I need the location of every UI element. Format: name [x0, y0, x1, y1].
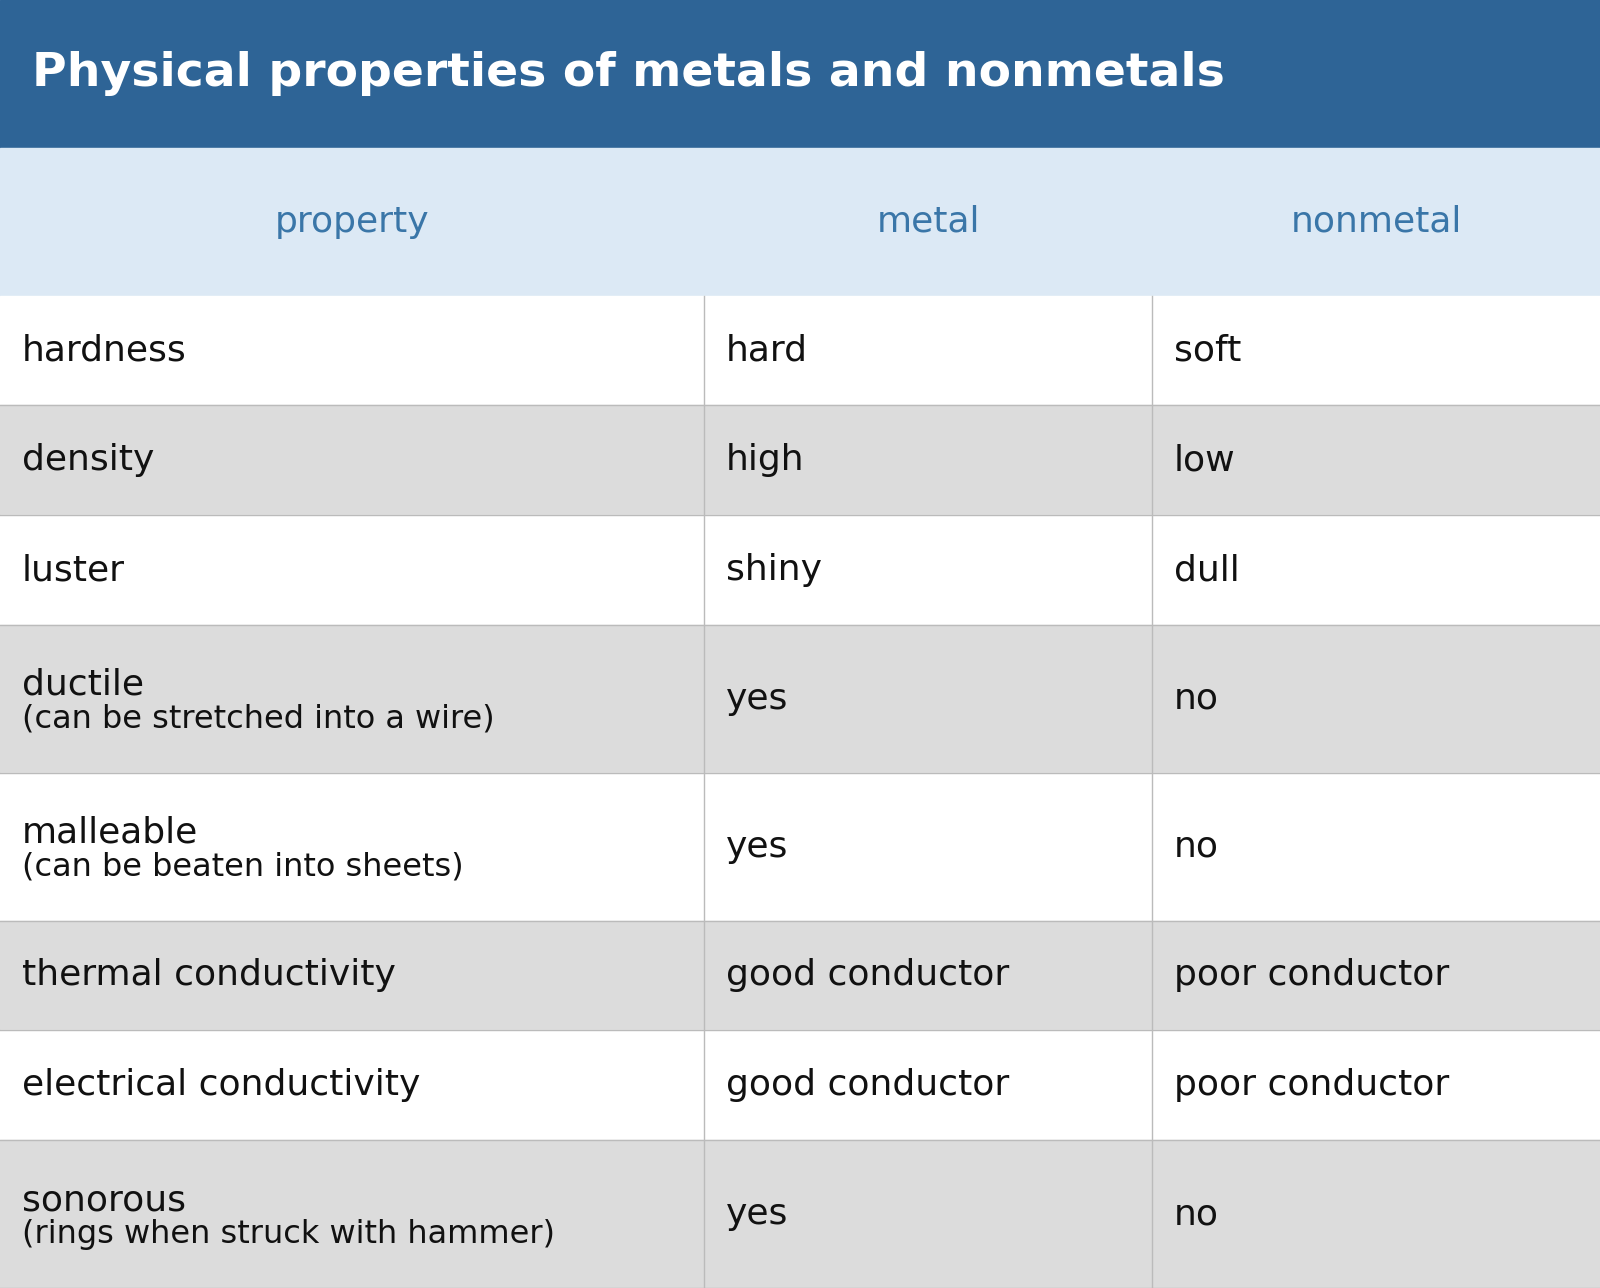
- Text: electrical conductivity: electrical conductivity: [22, 1068, 421, 1103]
- Text: yes: yes: [726, 829, 789, 864]
- Text: good conductor: good conductor: [726, 1068, 1010, 1103]
- Text: soft: soft: [1174, 334, 1242, 367]
- Text: high: high: [726, 443, 805, 478]
- Text: density: density: [22, 443, 154, 478]
- Text: (can be stretched into a wire): (can be stretched into a wire): [22, 703, 494, 734]
- Text: malleable: malleable: [22, 815, 198, 850]
- Bar: [0, 773, 1600, 921]
- Text: good conductor: good conductor: [726, 958, 1010, 993]
- Text: (can be beaten into sheets): (can be beaten into sheets): [22, 851, 464, 882]
- Bar: [0, 1030, 1600, 1140]
- Text: poor conductor: poor conductor: [1174, 958, 1450, 993]
- Text: dull: dull: [1174, 553, 1240, 587]
- Bar: [0, 295, 1600, 406]
- Text: luster: luster: [22, 553, 125, 587]
- Text: metal: metal: [877, 205, 979, 238]
- Text: Physical properties of metals and nonmetals: Physical properties of metals and nonmet…: [32, 52, 1226, 97]
- Bar: [0, 625, 1600, 773]
- Text: hardness: hardness: [22, 334, 187, 367]
- Bar: [0, 406, 1600, 515]
- Text: yes: yes: [726, 1197, 789, 1231]
- Text: low: low: [1174, 443, 1235, 478]
- Text: hard: hard: [726, 334, 808, 367]
- Text: yes: yes: [726, 681, 789, 716]
- Text: property: property: [275, 205, 429, 238]
- Text: (rings when struck with hammer): (rings when struck with hammer): [22, 1218, 555, 1249]
- Text: ductile: ductile: [22, 668, 144, 702]
- Bar: [0, 148, 1600, 295]
- Text: poor conductor: poor conductor: [1174, 1068, 1450, 1103]
- Text: shiny: shiny: [726, 553, 822, 587]
- Bar: [0, 0, 1600, 148]
- Bar: [0, 921, 1600, 1030]
- Text: thermal conductivity: thermal conductivity: [22, 958, 395, 993]
- Text: no: no: [1174, 681, 1219, 716]
- Text: nonmetal: nonmetal: [1290, 205, 1462, 238]
- Bar: [0, 1140, 1600, 1288]
- Text: no: no: [1174, 829, 1219, 864]
- Text: sonorous: sonorous: [22, 1184, 186, 1217]
- Bar: [0, 515, 1600, 625]
- Text: no: no: [1174, 1197, 1219, 1231]
